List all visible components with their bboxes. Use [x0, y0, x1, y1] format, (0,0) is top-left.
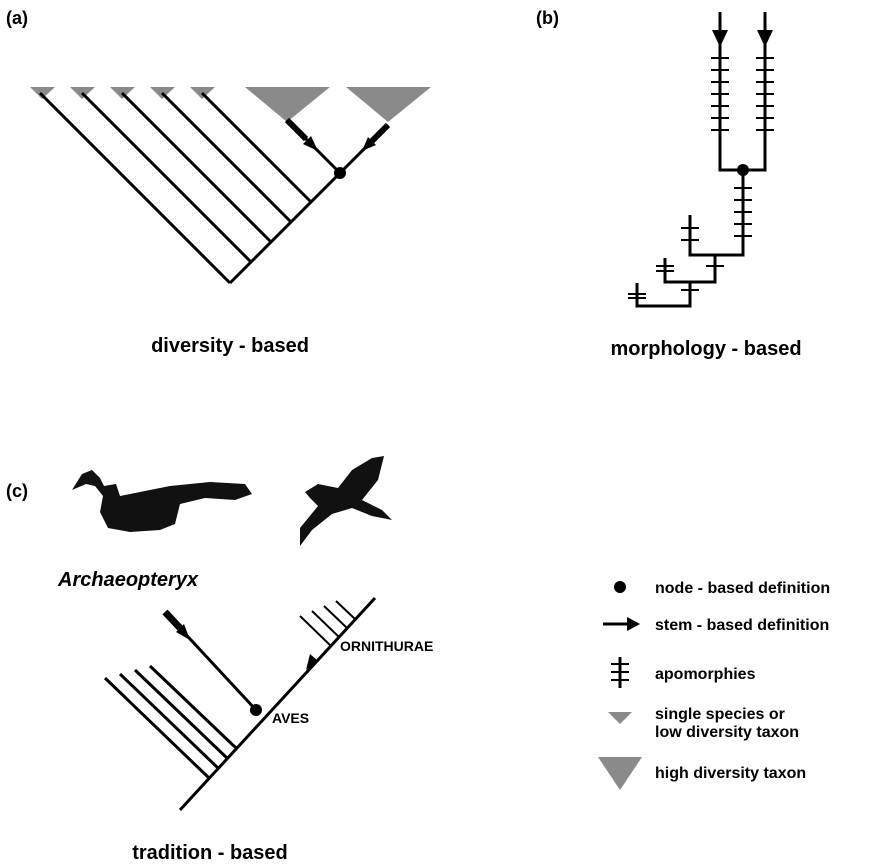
panel-a: (a) diversity - based: [6, 8, 431, 357]
caption: morphology - based: [610, 338, 801, 360]
panel-label: (b): [536, 8, 559, 28]
panel-c: (c) Archaeopteryx ORNITHURAE AVES tradit…: [6, 456, 433, 864]
branch: [300, 616, 331, 646]
large-taxon: [346, 87, 431, 122]
branch: [180, 598, 375, 810]
legend-label: low diversity taxon: [655, 724, 799, 741]
stem-arrow-shaft: [372, 125, 388, 141]
panel-label: (c): [6, 481, 28, 501]
node: [737, 164, 749, 176]
branch: [162, 93, 291, 222]
taxon-name: Archaeopteryx: [57, 569, 199, 591]
bird-silhouette: [300, 456, 392, 546]
branch: [312, 611, 339, 637]
legend-node-symbol: [614, 581, 626, 593]
branch: [665, 255, 715, 282]
arrowhead: [757, 30, 773, 47]
node: [334, 167, 346, 179]
legend-large-taxon: [598, 757, 642, 790]
archaeopteryx-silhouette: [72, 470, 252, 532]
panel-label: (a): [6, 8, 28, 28]
legend-label: node - based definition: [655, 580, 830, 597]
clade-label: AVES: [272, 710, 309, 726]
panel-b: (b) morphology - based: [536, 8, 802, 360]
legend-label: apomorphies: [655, 666, 756, 683]
legend-label: single species or: [655, 706, 785, 723]
figure: (a) diversity - based (b) morphology - b…: [0, 0, 889, 864]
large-taxon: [245, 87, 330, 122]
stem-arrow-shaft: [165, 612, 180, 628]
branch: [720, 12, 765, 170]
legend-label: high diversity taxon: [655, 765, 806, 782]
branch: [122, 93, 271, 242]
legend-small-taxon: [608, 712, 632, 724]
legend: node - based definition stem - based def…: [598, 580, 830, 790]
caption: tradition - based: [132, 842, 288, 864]
clade-label: ORNITHURAE: [340, 638, 433, 654]
branch: [120, 674, 218, 768]
stem-arrow-shaft: [287, 120, 306, 139]
caption: diversity - based: [151, 335, 309, 357]
legend-label: stem - based definition: [655, 617, 829, 634]
legend-arrowhead: [627, 617, 640, 631]
arrowhead: [712, 30, 728, 47]
node: [250, 704, 262, 716]
branch: [40, 93, 230, 283]
branch: [336, 601, 355, 619]
branch: [135, 670, 227, 758]
